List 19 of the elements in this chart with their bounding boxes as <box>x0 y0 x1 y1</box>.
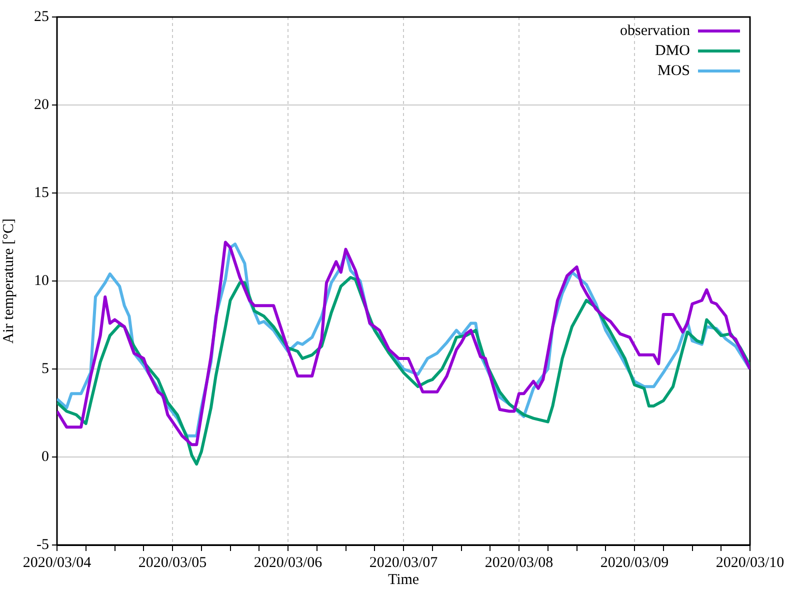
x-tick-label: 2020/03/04 <box>22 554 92 571</box>
x-tick-label: 2020/03/08 <box>484 554 554 571</box>
x-tick-label: 2020/03/10 <box>716 554 784 571</box>
x-tick-label: 2020/03/09 <box>600 554 669 571</box>
x-tick-label: 2020/03/07 <box>369 554 438 571</box>
y-tick-label: 25 <box>34 8 49 25</box>
x-tick-label: 2020/03/05 <box>138 554 207 571</box>
y-tick-label: 0 <box>42 448 49 465</box>
x-axis-title: Time <box>388 572 420 588</box>
y-axis-title: Air temperature [°C] <box>0 218 17 344</box>
legend-label: DMO <box>654 42 690 59</box>
x-tick-label: 2020/03/06 <box>254 554 323 571</box>
y-tick-label: -5 <box>36 536 49 553</box>
legend-label: observation <box>620 22 690 39</box>
y-tick-label: 20 <box>34 96 49 113</box>
y-tick-label: 10 <box>34 272 49 289</box>
y-tick-label: 5 <box>42 360 49 377</box>
y-tick-label: 15 <box>34 184 49 201</box>
legend-label: MOS <box>657 62 690 79</box>
